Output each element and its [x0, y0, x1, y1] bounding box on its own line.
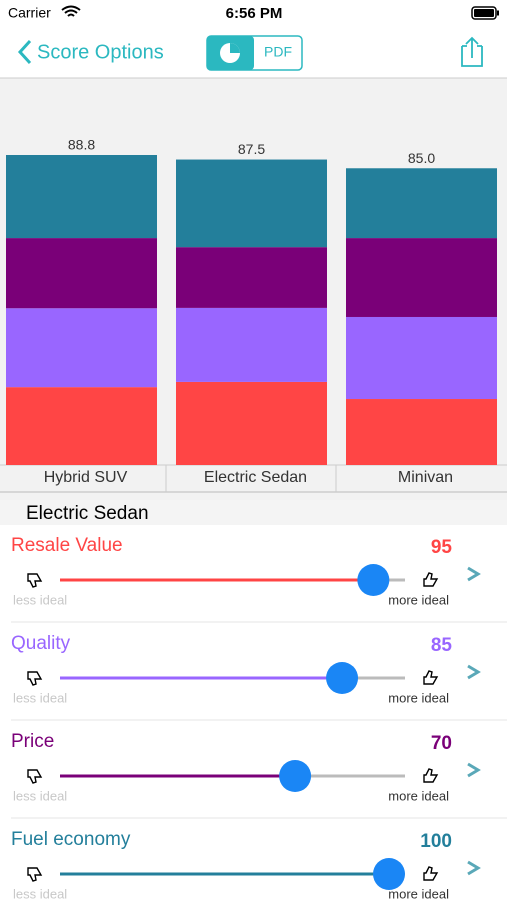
back-chevron[interactable] [17, 39, 32, 65]
bar-segment [176, 307, 327, 382]
less-ideal-label: less ideal [13, 592, 67, 607]
carrier: Carrier [8, 5, 51, 21]
criterion-name: Price [11, 731, 54, 752]
thumbs-down-icon [27, 867, 43, 882]
bar-segment [346, 316, 497, 400]
back-button[interactable]: Score Options [37, 41, 164, 63]
pie-icon-slice [230, 43, 240, 53]
detail-title: Electric Sedan [26, 503, 149, 524]
criterion-name: Fuel economy [11, 829, 131, 850]
criterion-score: 85 [431, 635, 453, 656]
battery-level [474, 9, 494, 17]
slider-thumb[interactable] [279, 760, 312, 792]
more-ideal-label: more ideal [388, 788, 449, 803]
total-label: 85.0 [408, 150, 435, 166]
detail-chevron[interactable] [467, 762, 481, 778]
category-label: Minivan [398, 469, 453, 486]
bar-segment [346, 238, 497, 317]
criterion-score: 95 [431, 537, 453, 558]
detail-header [0, 500, 507, 525]
thumbs-up-icon [423, 670, 439, 685]
category-label: Electric Sedan [204, 469, 307, 486]
slider-thumb[interactable] [373, 858, 405, 890]
bar-segment [176, 247, 327, 308]
thumbs-up-icon [423, 768, 439, 783]
more-ideal-label: more ideal [388, 592, 449, 607]
pdf-segment[interactable]: PDF [264, 44, 292, 60]
thumbs-down-icon [27, 769, 43, 784]
more-ideal-label: more ideal [388, 690, 449, 705]
bar-segment [6, 387, 157, 465]
less-ideal-label: less ideal [13, 690, 67, 705]
share-button[interactable] [461, 36, 483, 67]
total-label: 87.5 [238, 141, 265, 157]
wifi-icon [61, 5, 81, 17]
more-ideal-label: more ideal [388, 886, 449, 900]
battery [471, 6, 497, 20]
bar-segment [176, 381, 327, 465]
bar-segment [6, 238, 157, 309]
battery-tip [497, 10, 499, 16]
bar-segment [6, 308, 157, 388]
thumbs-up-icon [423, 572, 439, 587]
thumbs-down-icon [27, 573, 43, 588]
total-label: 88.8 [68, 137, 95, 153]
criterion-name: Resale Value [11, 535, 123, 556]
criterion-score: 100 [420, 831, 452, 852]
criterion-score: 70 [431, 733, 452, 754]
less-ideal-label: less ideal [13, 886, 67, 900]
bar-segment [346, 399, 497, 465]
bar-segment [346, 168, 497, 239]
clock: 6:56 PM [226, 5, 283, 22]
bar-segment [176, 159, 327, 248]
criterion-name: Quality [11, 633, 71, 654]
detail-chevron[interactable] [467, 860, 481, 876]
thumbs-up-icon [423, 866, 439, 881]
slider-thumb[interactable] [357, 564, 390, 596]
detail-chevron[interactable] [467, 664, 481, 680]
slider-thumb[interactable] [326, 662, 359, 694]
thumbs-down-icon [27, 671, 43, 686]
less-ideal-label: less ideal [13, 788, 67, 803]
bar-segment [6, 155, 157, 239]
detail-chevron[interactable] [467, 566, 481, 582]
category-label: Hybrid SUV [44, 469, 128, 486]
